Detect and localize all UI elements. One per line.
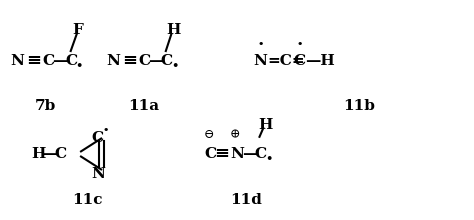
Text: 11d: 11d bbox=[230, 193, 262, 207]
Text: H: H bbox=[167, 23, 181, 37]
Text: =C=: =C= bbox=[267, 54, 305, 68]
Text: —H: —H bbox=[305, 54, 335, 68]
Text: 11c: 11c bbox=[72, 193, 102, 207]
Text: ≡: ≡ bbox=[215, 145, 229, 163]
Text: C: C bbox=[65, 54, 77, 68]
Text: —: — bbox=[52, 54, 67, 68]
Text: ·: · bbox=[297, 36, 303, 54]
Text: C: C bbox=[92, 131, 104, 145]
Text: 11a: 11a bbox=[128, 99, 159, 113]
Text: C: C bbox=[43, 54, 55, 68]
Text: F: F bbox=[72, 23, 83, 37]
Text: N: N bbox=[10, 54, 24, 68]
Text: C: C bbox=[138, 54, 151, 68]
Text: 7b: 7b bbox=[34, 99, 55, 113]
Text: ·: · bbox=[265, 149, 273, 169]
Text: C: C bbox=[55, 147, 66, 161]
Text: N: N bbox=[254, 54, 267, 68]
Text: ⊖: ⊖ bbox=[203, 128, 214, 141]
Text: ≡: ≡ bbox=[122, 52, 137, 70]
Text: —: — bbox=[148, 54, 164, 68]
Text: ·: · bbox=[257, 36, 264, 54]
Text: H: H bbox=[31, 147, 45, 161]
Text: 11b: 11b bbox=[343, 99, 375, 113]
Text: —: — bbox=[42, 147, 57, 161]
Text: ≡: ≡ bbox=[26, 52, 41, 70]
Text: —: — bbox=[242, 147, 257, 161]
Text: ⊕: ⊕ bbox=[229, 128, 240, 141]
Text: ·: · bbox=[102, 123, 109, 140]
Text: N: N bbox=[106, 54, 120, 68]
Text: ·: · bbox=[75, 56, 83, 76]
Text: C: C bbox=[204, 147, 216, 161]
Text: ·: · bbox=[171, 56, 178, 76]
Text: N: N bbox=[230, 147, 244, 161]
Text: C: C bbox=[293, 54, 305, 68]
Text: C: C bbox=[255, 147, 267, 161]
Text: N: N bbox=[92, 167, 106, 181]
Text: C: C bbox=[161, 54, 173, 68]
Text: H: H bbox=[258, 118, 273, 132]
